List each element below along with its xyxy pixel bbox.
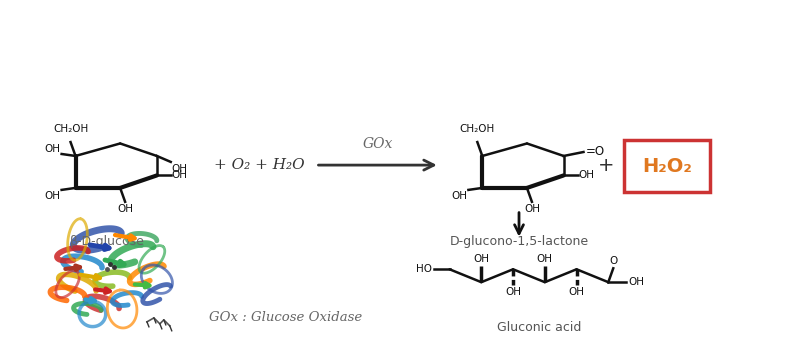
Text: H₂O₂: H₂O₂ — [642, 157, 692, 176]
Text: =O: =O — [586, 144, 604, 158]
Text: +: + — [598, 155, 615, 175]
Text: β-D-glucose: β-D-glucose — [70, 235, 145, 247]
Text: OH: OH — [568, 287, 585, 297]
Text: OH: OH — [628, 277, 644, 287]
Text: O: O — [609, 256, 617, 266]
Text: D-glucono-1,5-lactone: D-glucono-1,5-lactone — [449, 235, 589, 247]
Text: OH: OH — [45, 191, 61, 201]
Text: OH: OH — [524, 204, 540, 214]
Text: Gluconic acid: Gluconic acid — [497, 321, 581, 334]
Text: GOx: GOx — [363, 137, 393, 151]
Text: OH: OH — [172, 170, 188, 180]
Text: OH: OH — [452, 191, 467, 201]
FancyBboxPatch shape — [624, 140, 710, 192]
Text: CH₂OH: CH₂OH — [53, 124, 88, 134]
Text: GOx : Glucose Oxidase: GOx : Glucose Oxidase — [209, 311, 363, 324]
Text: OH: OH — [505, 287, 521, 297]
Text: OH: OH — [172, 164, 188, 174]
Text: OH: OH — [45, 144, 61, 154]
Text: + O₂ + H₂O: + O₂ + H₂O — [214, 158, 305, 172]
Text: OH: OH — [117, 204, 133, 214]
Text: HO: HO — [416, 264, 432, 274]
Text: OH: OH — [537, 254, 552, 264]
Text: OH: OH — [578, 170, 594, 180]
Text: OH: OH — [473, 254, 490, 264]
Text: CH₂OH: CH₂OH — [460, 124, 495, 134]
